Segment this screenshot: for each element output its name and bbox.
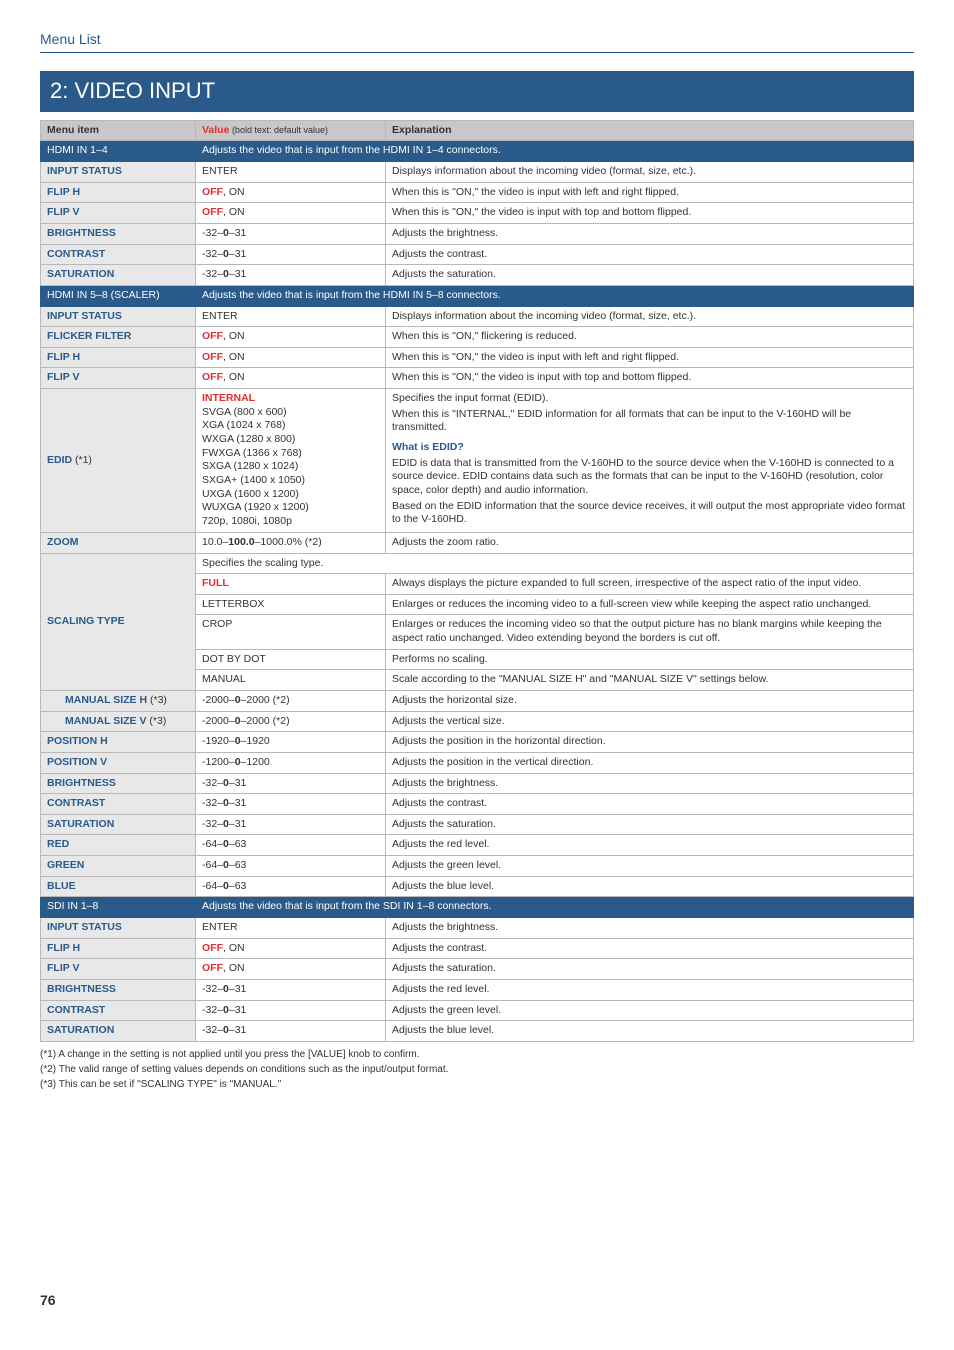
table-row: BRIGHTNESS-32–0–31Adjusts the red level. [41, 979, 914, 1000]
table-row: POSITION H-1920–0–1920Adjusts the positi… [41, 732, 914, 753]
table-row: SATURATION-32–0–31Adjusts the saturation… [41, 814, 914, 835]
table-row: FLIP HOFF, ONWhen this is "ON," the vide… [41, 182, 914, 203]
table-row: BRIGHTNESS-32–0–31Adjusts the brightness… [41, 223, 914, 244]
table-row: EDID (*1) INTERNAL SVGA (800 x 600) XGA … [41, 389, 914, 533]
table-row: CONTRAST-32–0–31Adjusts the contrast. [41, 794, 914, 815]
page-number: 76 [40, 1291, 914, 1309]
col-value: Value (bold text: default value) [196, 120, 386, 141]
breadcrumb: Menu List [40, 30, 914, 48]
table-row: FLIP VOFF, ONAdjusts the saturation. [41, 959, 914, 980]
table-row: SATURATION-32–0–31Adjusts the blue level… [41, 1021, 914, 1042]
table-row: ZOOM10.0–100.0–1000.0% (*2)Adjusts the z… [41, 532, 914, 553]
table-row: SATURATION-32–0–31Adjusts the saturation… [41, 265, 914, 286]
band-hdmi58: HDMI IN 5–8 (SCALER) Adjusts the video t… [41, 285, 914, 306]
band-sdi18: SDI IN 1–8 Adjusts the video that is inp… [41, 897, 914, 918]
col-expl: Explanation [386, 120, 914, 141]
table-row: MANUAL SIZE V (*3)-2000–0–2000 (*2)Adjus… [41, 711, 914, 732]
divider [40, 52, 914, 53]
footnotes: (*1) A change in the setting is not appl… [40, 1048, 914, 1091]
table-row: FLIP VOFF, ONWhen this is "ON," the vide… [41, 203, 914, 224]
table-header: Menu item Value (bold text: default valu… [41, 120, 914, 141]
table-row: CONTRAST-32–0–31Adjusts the contrast. [41, 244, 914, 265]
table-row: FLICKER FILTEROFF, ONWhen this is "ON," … [41, 327, 914, 348]
band-hdmi14: HDMI IN 1–4 Adjusts the video that is in… [41, 141, 914, 162]
settings-table: Menu item Value (bold text: default valu… [40, 120, 914, 1042]
table-row: FLIP HOFF, ONWhen this is "ON," the vide… [41, 347, 914, 368]
table-row: INPUT STATUSENTERAdjusts the brightness. [41, 918, 914, 939]
table-row: CONTRAST-32–0–31Adjusts the green level. [41, 1000, 914, 1021]
table-row: MANUAL SIZE H (*3)-2000–0–2000 (*2)Adjus… [41, 691, 914, 712]
table-row: BLUE-64–0–63Adjusts the blue level. [41, 876, 914, 897]
table-row: GREEN-64–0–63Adjusts the green level. [41, 856, 914, 877]
table-row: FLIP HOFF, ONAdjusts the contrast. [41, 938, 914, 959]
table-row: INPUT STATUSENTERDisplays information ab… [41, 162, 914, 183]
table-row: POSITION V-1200–0–1200Adjusts the positi… [41, 752, 914, 773]
table-row: INPUT STATUSENTERDisplays information ab… [41, 306, 914, 327]
table-row: RED-64–0–63Adjusts the red level. [41, 835, 914, 856]
table-row: SCALING TYPE Specifies the scaling type. [41, 553, 914, 574]
table-row: FLIP VOFF, ONWhen this is "ON," the vide… [41, 368, 914, 389]
table-row: BRIGHTNESS-32–0–31Adjusts the brightness… [41, 773, 914, 794]
section-title: 2: VIDEO INPUT [40, 71, 914, 112]
col-item: Menu item [41, 120, 196, 141]
